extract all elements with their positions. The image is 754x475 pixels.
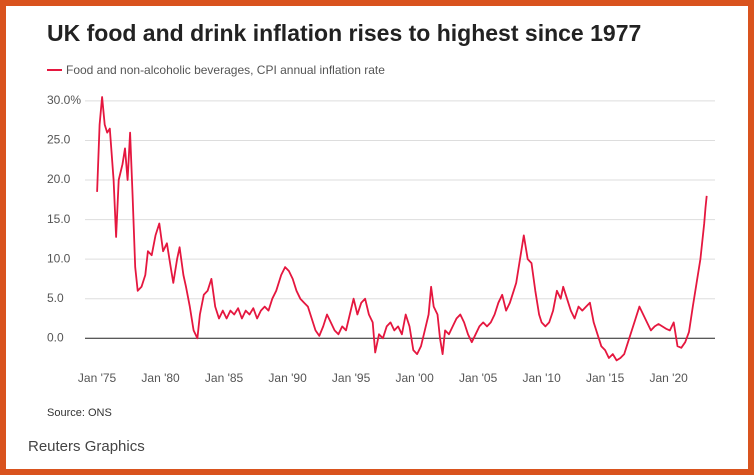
- y-tick-label: 15.0: [47, 212, 71, 226]
- y-tick-label: 25.0: [47, 133, 71, 147]
- y-tick-label: 20.0: [47, 172, 71, 186]
- x-tick-label: Jan '10: [522, 371, 561, 385]
- y-tick-label: 0.0: [47, 330, 64, 344]
- x-tick-label: Jan '15: [586, 371, 625, 385]
- x-tick-label: Jan '05: [459, 371, 498, 385]
- y-tick-label: 5.0: [47, 291, 64, 305]
- x-tick-label: Jan '75: [78, 371, 117, 385]
- x-tick-label: Jan '20: [649, 371, 688, 385]
- x-tick-label: Jan '00: [395, 371, 434, 385]
- legend-label: Food and non-alcoholic beverages, CPI an…: [66, 63, 385, 77]
- x-tick-label: Jan '85: [205, 371, 244, 385]
- y-tick-label: 30.0%: [47, 93, 81, 107]
- credit: Reuters Graphics: [28, 438, 145, 455]
- series-line: [96, 96, 708, 362]
- x-tick-label: Jan '90: [268, 371, 307, 385]
- x-tick-label: Jan '95: [332, 371, 371, 385]
- y-tick-label: 10.0: [47, 251, 71, 265]
- source: Source: ONS: [47, 407, 112, 419]
- chart-title: UK food and drink inflation rises to hig…: [47, 20, 641, 46]
- x-tick-label: Jan '80: [141, 371, 180, 385]
